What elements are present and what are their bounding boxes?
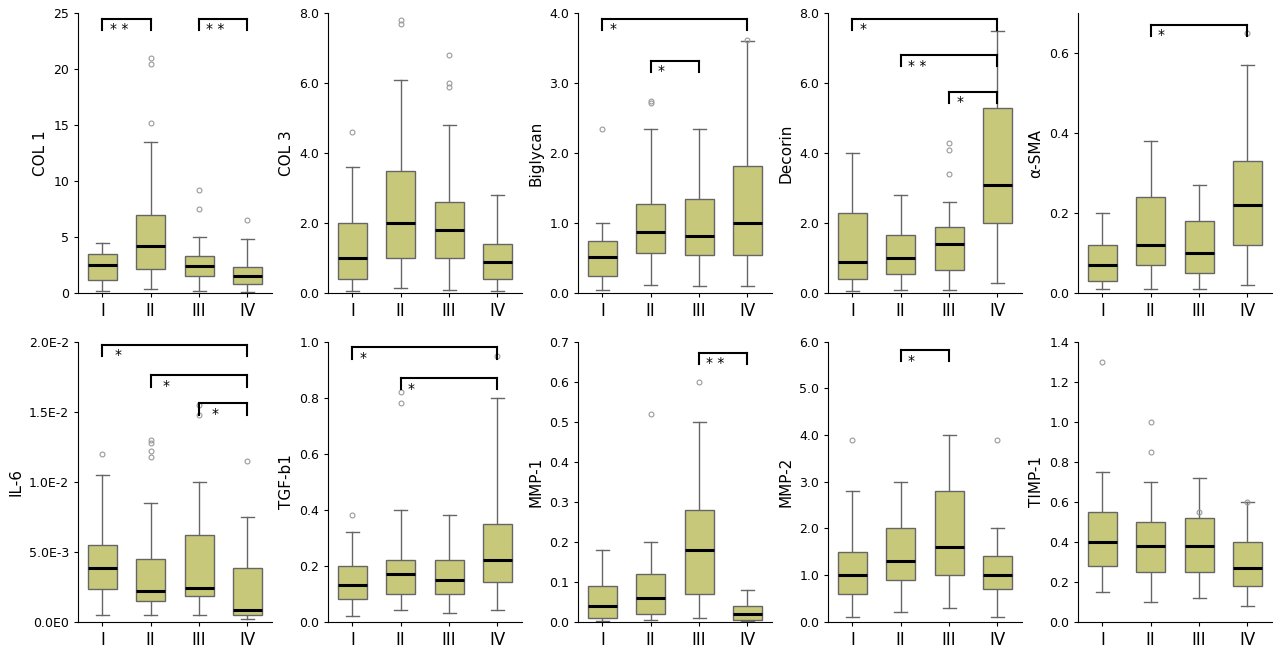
Bar (1233, 541, 1262, 585)
Y-axis label: COL 3: COL 3 (279, 130, 293, 176)
Bar (1184, 221, 1213, 273)
Text: *: * (360, 351, 366, 365)
Bar (1137, 197, 1165, 265)
Bar (1088, 245, 1117, 281)
Bar (733, 166, 762, 255)
Bar (983, 108, 1012, 223)
Bar (233, 267, 262, 284)
Bar (983, 556, 1012, 589)
Text: * *: * * (110, 22, 128, 36)
Text: *: * (609, 22, 617, 36)
Y-axis label: IL-6: IL-6 (9, 468, 23, 496)
Y-axis label: MMP-1: MMP-1 (529, 457, 544, 507)
Bar (685, 510, 714, 594)
Y-axis label: Decorin: Decorin (778, 124, 794, 183)
Bar (483, 524, 512, 583)
Bar (435, 560, 463, 594)
Bar (838, 552, 867, 594)
Bar (934, 227, 964, 271)
Text: *: * (860, 22, 867, 36)
Bar (636, 574, 666, 614)
Bar (88, 545, 116, 589)
Bar (934, 491, 964, 575)
Y-axis label: MMP-2: MMP-2 (778, 457, 794, 507)
Text: *: * (658, 64, 666, 78)
Bar (338, 566, 367, 599)
Text: *: * (1158, 28, 1165, 42)
Bar (733, 606, 762, 620)
Bar (88, 254, 116, 280)
Bar (184, 535, 214, 597)
Bar (886, 235, 915, 274)
Bar (1088, 512, 1117, 566)
Bar (233, 568, 262, 615)
Bar (387, 171, 415, 258)
Bar (838, 213, 867, 279)
Bar (338, 223, 367, 279)
Bar (685, 198, 714, 255)
Y-axis label: TIMP-1: TIMP-1 (1029, 456, 1043, 507)
Bar (1233, 161, 1262, 245)
Text: * *: * * (707, 356, 724, 371)
Bar (886, 528, 915, 579)
Bar (387, 560, 415, 594)
Text: *: * (408, 382, 415, 396)
Y-axis label: COL 1: COL 1 (33, 131, 47, 176)
Text: *: * (114, 348, 122, 362)
Bar (1137, 522, 1165, 572)
Bar (435, 202, 463, 258)
Y-axis label: TGF-b1: TGF-b1 (279, 454, 293, 509)
Bar (184, 256, 214, 277)
Text: *: * (956, 95, 964, 109)
Bar (136, 558, 165, 600)
Bar (636, 204, 666, 252)
Text: *: * (163, 379, 170, 393)
Text: * *: * * (206, 22, 225, 36)
Bar (588, 240, 617, 276)
Text: *: * (211, 407, 218, 420)
Bar (588, 585, 617, 618)
Text: *: * (908, 353, 915, 367)
Text: * *: * * (908, 58, 927, 73)
Y-axis label: Biglycan: Biglycan (529, 121, 544, 186)
Bar (1184, 518, 1213, 572)
Bar (483, 244, 512, 279)
Y-axis label: α-SMA: α-SMA (1029, 129, 1043, 177)
Bar (136, 215, 165, 269)
